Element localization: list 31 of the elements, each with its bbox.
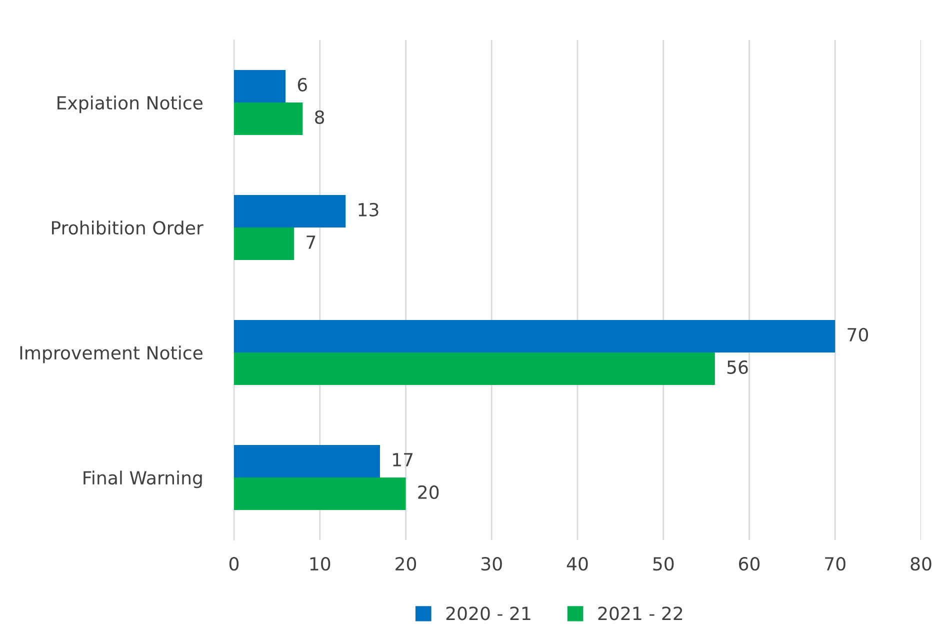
bar [234, 70, 286, 102]
x-tick-label: 10 [310, 556, 330, 571]
y-tick-label: Improvement Notice [20, 346, 202, 364]
y-tick-label: Prohibition Order [52, 220, 204, 235]
legend-label: 2020 - 21 [446, 606, 530, 620]
data-label: 7 [306, 236, 316, 249]
bar [234, 320, 836, 352]
x-tick-label: 70 [825, 556, 846, 571]
x-tick-label: 60 [739, 556, 760, 571]
data-label: 70 [848, 328, 868, 342]
data-label: 13 [358, 202, 378, 216]
bar [234, 478, 406, 510]
data-label: 8 [315, 110, 324, 124]
legend-label: 2021 - 22 [598, 606, 682, 620]
y-tick-label: Expiation Notice [58, 96, 202, 114]
x-tick-label: 50 [653, 556, 674, 571]
x-tick-label: 20 [396, 556, 416, 571]
x-tick-label: 80 [910, 556, 932, 571]
x-tick-label: 0 [229, 556, 239, 571]
bar [234, 228, 294, 260]
y-tick-label: Final Warning [84, 470, 202, 488]
data-label: 56 [727, 360, 748, 374]
bar [234, 102, 303, 135]
data-label: 20 [418, 485, 439, 499]
bar [234, 195, 346, 228]
bar [234, 352, 715, 385]
bar [234, 445, 380, 478]
x-tick-label: 30 [482, 556, 502, 571]
data-label: 17 [393, 453, 413, 466]
data-label: 6 [298, 78, 307, 92]
x-tick-label: 40 [566, 556, 588, 571]
